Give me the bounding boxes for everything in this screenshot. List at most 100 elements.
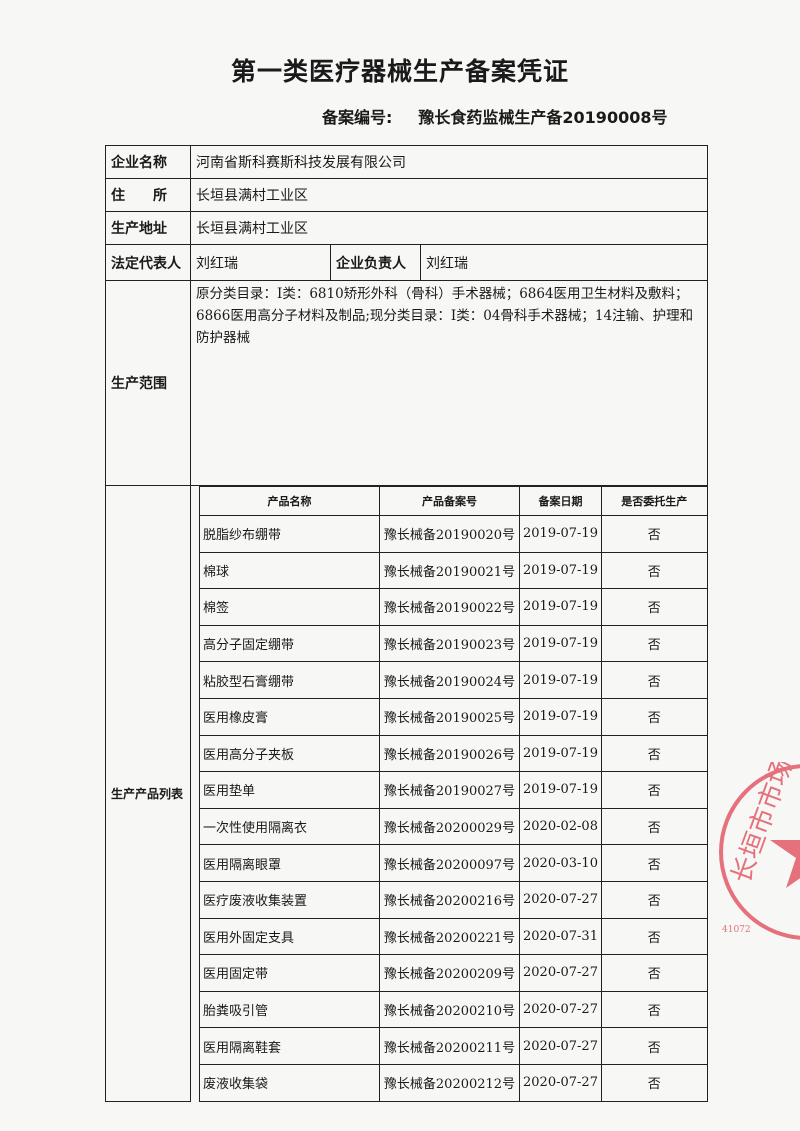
product-date: 2019-07-19 bbox=[519, 515, 602, 553]
product-record-number: 豫长械备20190022号 bbox=[379, 588, 520, 626]
product-record-number: 豫长械备20200221号 bbox=[379, 917, 520, 956]
product-name: 胎粪吸引管 bbox=[199, 990, 380, 1029]
product-date: 2019-07-19 bbox=[519, 588, 602, 626]
product-row: 高分子固定绷带 豫长械备20190023号 2019-07-19 否 bbox=[199, 624, 708, 663]
product-row: 医用外固定支具 豫长械备20200221号 2020-07-31 否 bbox=[199, 917, 708, 956]
product-name: 废液收集袋 bbox=[199, 1063, 380, 1102]
address-label: 住 所 bbox=[105, 178, 191, 212]
product-entrusted: 否 bbox=[601, 624, 708, 663]
product-record-number: 豫长械备20200211号 bbox=[379, 1027, 520, 1065]
product-name: 医疗废液收集装置 bbox=[199, 880, 380, 919]
product-date: 2020-03-10 bbox=[519, 844, 602, 882]
seal-ring bbox=[719, 764, 800, 940]
product-row: 医用高分子夹板 豫长械备20190026号 2019-07-19 否 bbox=[199, 734, 708, 773]
product-entrusted: 否 bbox=[601, 734, 708, 773]
seal-text: 长垣市市场监 bbox=[726, 762, 800, 887]
header-entrusted: 是否委托生产 bbox=[601, 486, 708, 516]
products-label: 生产产品列表 bbox=[105, 485, 191, 1102]
head-label: 企业负责人 bbox=[330, 244, 421, 281]
product-entrusted: 否 bbox=[601, 771, 708, 809]
product-row: 一次性使用隔离衣 豫长械备20200029号 2020-02-08 否 bbox=[199, 807, 708, 846]
product-row: 棉球 豫长械备20190021号 2019-07-19 否 bbox=[199, 551, 708, 590]
product-record-number: 豫长械备20190025号 bbox=[379, 697, 520, 736]
product-name: 医用隔离眼罩 bbox=[199, 844, 380, 882]
product-date: 2020-07-27 bbox=[519, 880, 602, 919]
site-label: 生产地址 bbox=[105, 211, 191, 245]
header-date: 备案日期 bbox=[519, 486, 602, 516]
legal-rep-label: 法定代表人 bbox=[105, 244, 191, 281]
products-header-row: 产品名称 产品备案号 备案日期 是否委托生产 bbox=[199, 486, 708, 516]
product-entrusted: 否 bbox=[601, 588, 708, 626]
product-entrusted: 否 bbox=[601, 515, 708, 553]
record-number-line: 备案编号: 豫长食药监械生产备20190008号 bbox=[322, 104, 762, 128]
product-row: 脱脂纱布绷带 豫长械备20190020号 2019-07-19 否 bbox=[199, 515, 708, 553]
product-name: 粘胶型石膏绷带 bbox=[199, 661, 380, 699]
product-record-number: 豫长械备20190027号 bbox=[379, 771, 520, 809]
head-value: 刘红瑞 bbox=[420, 244, 708, 281]
product-name: 医用固定带 bbox=[199, 954, 380, 992]
product-name: 棉球 bbox=[199, 551, 380, 590]
document-title: 第一类医疗器械生产备案凭证 bbox=[230, 57, 569, 86]
scope-value: 原分类目录：Ⅰ类：6810矫形外科（骨科）手术器械；6864医用卫生材料及敷料；… bbox=[190, 280, 708, 486]
product-entrusted: 否 bbox=[601, 551, 708, 590]
product-entrusted: 否 bbox=[601, 844, 708, 882]
product-entrusted: 否 bbox=[601, 917, 708, 956]
product-record-number: 豫长械备20190023号 bbox=[379, 624, 520, 663]
product-name: 医用外固定支具 bbox=[199, 917, 380, 956]
product-entrusted: 否 bbox=[601, 661, 708, 699]
product-date: 2019-07-19 bbox=[519, 771, 602, 809]
product-record-number: 豫长械备20190020号 bbox=[379, 515, 520, 553]
product-entrusted: 否 bbox=[601, 1027, 708, 1065]
product-name: 医用垫单 bbox=[199, 771, 380, 809]
product-date: 2019-07-19 bbox=[519, 624, 602, 663]
product-name: 医用高分子夹板 bbox=[199, 734, 380, 773]
address-value: 长垣县满村工业区 bbox=[190, 178, 708, 212]
product-row: 胎粪吸引管 豫长械备20200210号 2020-07-27 否 bbox=[199, 990, 708, 1029]
legal-rep-value: 刘红瑞 bbox=[190, 244, 331, 281]
product-record-number: 豫长械备20200212号 bbox=[379, 1063, 520, 1102]
product-row: 医用固定带 豫长械备20200209号 2020-07-27 否 bbox=[199, 954, 708, 992]
product-row: 医用隔离鞋套 豫长械备20200211号 2020-07-27 否 bbox=[199, 1027, 708, 1065]
product-record-number: 豫长械备20190024号 bbox=[379, 661, 520, 699]
product-name: 脱脂纱布绷带 bbox=[199, 515, 380, 553]
product-name: 一次性使用隔离衣 bbox=[199, 807, 380, 846]
product-row: 医用隔离眼罩 豫长械备20200097号 2020-03-10 否 bbox=[199, 844, 708, 882]
product-date: 2019-07-19 bbox=[519, 661, 602, 699]
product-row: 粘胶型石膏绷带 豫长械备20190024号 2019-07-19 否 bbox=[199, 661, 708, 699]
product-name: 医用橡皮膏 bbox=[199, 697, 380, 736]
product-name: 高分子固定绷带 bbox=[199, 624, 380, 663]
record-number: 豫长食药监械生产备20190008号 bbox=[418, 108, 668, 127]
product-date: 2019-07-19 bbox=[519, 734, 602, 773]
product-date: 2020-07-27 bbox=[519, 954, 602, 992]
product-entrusted: 否 bbox=[601, 954, 708, 992]
product-record-number: 豫长械备20200097号 bbox=[379, 844, 520, 882]
header-number: 产品备案号 bbox=[379, 486, 520, 516]
company-label: 企业名称 bbox=[105, 145, 191, 179]
product-entrusted: 否 bbox=[601, 697, 708, 736]
product-record-number: 豫长械备20200216号 bbox=[379, 880, 520, 919]
product-date: 2020-07-31 bbox=[519, 917, 602, 956]
product-record-number: 豫长械备20190021号 bbox=[379, 551, 520, 590]
product-entrusted: 否 bbox=[601, 990, 708, 1029]
product-row: 医用橡皮膏 豫长械备20190025号 2019-07-19 否 bbox=[199, 697, 708, 736]
site-value: 长垣县满村工业区 bbox=[190, 211, 708, 245]
product-date: 2020-07-27 bbox=[519, 1063, 602, 1102]
official-seal: 41072 长垣市市场监 bbox=[719, 762, 800, 940]
company-value: 河南省斯科赛斯科技发展有限公司 bbox=[190, 145, 708, 179]
seal-code: 41072 bbox=[722, 925, 751, 935]
product-date: 2020-07-27 bbox=[519, 1027, 602, 1065]
product-record-number: 豫长械备20200210号 bbox=[379, 990, 520, 1029]
products-table: 产品名称 产品备案号 备案日期 是否委托生产 脱脂纱布绷带 豫长械备2019002… bbox=[199, 486, 708, 1102]
product-record-number: 豫长械备20190026号 bbox=[379, 734, 520, 773]
header-name: 产品名称 bbox=[199, 486, 380, 516]
product-entrusted: 否 bbox=[601, 1063, 708, 1102]
product-name: 棉签 bbox=[199, 588, 380, 626]
product-row: 医用垫单 豫长械备20190027号 2019-07-19 否 bbox=[199, 771, 708, 809]
product-entrusted: 否 bbox=[601, 880, 708, 919]
certificate-table: 企业名称 河南省斯科赛斯科技发展有限公司 住 所长垣县满村工业区 生产地址 长垣县满… bbox=[105, 145, 708, 1102]
record-number-label: 备案编号: bbox=[322, 108, 393, 127]
product-date: 2020-02-08 bbox=[519, 807, 602, 846]
seal-star-icon bbox=[770, 840, 800, 888]
scope-label: 生产范围 bbox=[105, 280, 191, 486]
product-record-number: 豫长械备20200029号 bbox=[379, 807, 520, 846]
